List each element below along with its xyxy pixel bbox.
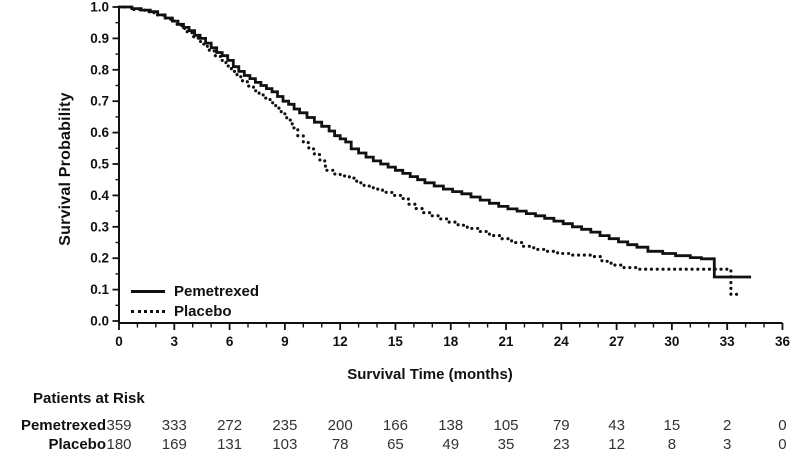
x-tick-label: 36 [775, 334, 791, 349]
risk-count: 65 [387, 436, 404, 453]
dotted-line-swatch-icon [131, 309, 165, 313]
y-tick-label: 0.9 [90, 31, 109, 46]
risk-row-label-placebo: Placebo [48, 436, 106, 453]
risk-count: 79 [552, 417, 570, 434]
solid-line-swatch-icon [131, 289, 165, 293]
risk-count: 200 [327, 417, 353, 434]
risk-count: 3 [723, 436, 732, 453]
x-tick-label: 21 [499, 334, 515, 349]
x-tick-label: 12 [333, 334, 348, 349]
risk-count: 235 [272, 417, 298, 434]
x-axis-title: Survival Time (months) [347, 366, 513, 383]
axes-lines [118, 7, 783, 324]
y-tick-label: 1.0 [90, 0, 109, 15]
y-tick-label: 0.6 [90, 125, 109, 140]
legend-item-placebo: Placebo [131, 301, 259, 321]
risk-count: 0 [778, 417, 787, 434]
risk-count: 15 [663, 417, 681, 434]
risk-count: 359 [106, 417, 132, 434]
risk-count: 0 [778, 436, 787, 453]
x-tick-label: 6 [226, 334, 234, 349]
risk-count: 35 [497, 436, 515, 453]
y-tick-label: 0.5 [90, 157, 109, 172]
risk-count: 12 [608, 436, 625, 453]
x-tick-label: 9 [281, 334, 289, 349]
x-tick-label: 30 [664, 334, 679, 349]
survival-curve-placebo [117, 5, 744, 296]
y-tick-label: 0.7 [90, 94, 109, 109]
risk-count: 23 [552, 436, 570, 453]
risk-count: 103 [272, 436, 298, 453]
y-tick-label: 0.2 [90, 251, 109, 266]
risk-count: 105 [493, 417, 519, 434]
risk-count: 166 [382, 417, 408, 434]
x-tick-label: 3 [171, 334, 179, 349]
risk-count: 49 [442, 436, 460, 453]
risk-count: 131 [217, 436, 243, 453]
y-tick-label: 0.8 [90, 62, 109, 77]
risk-count: 2 [723, 417, 732, 434]
x-tick-label: 0 [115, 334, 123, 349]
risk-count: 8 [667, 436, 677, 453]
legend: Pemetrexed Placebo [131, 281, 259, 321]
risk-count: 78 [331, 436, 349, 453]
risk-count: 333 [161, 417, 187, 434]
legend-label-placebo: Placebo [174, 302, 232, 320]
x-tick-label: 33 [720, 334, 736, 349]
risk-count: 138 [438, 417, 464, 434]
risk-count: 180 [106, 436, 132, 453]
y-tick-label: 0.3 [90, 219, 109, 234]
x-tick-label: 15 [388, 334, 404, 349]
y-tick-label: 0.0 [90, 314, 109, 329]
legend-item-pemetrexed: Pemetrexed [131, 281, 259, 301]
y-tick-label: 0.1 [90, 282, 109, 297]
risk-count: 43 [608, 417, 625, 434]
y-axis-title: Survival Probability [57, 92, 74, 246]
risk-count: 272 [217, 417, 243, 434]
survival-curve-pemetrexed [119, 5, 752, 279]
y-tick-label: 0.4 [90, 188, 109, 203]
x-tick-label: 27 [609, 334, 624, 349]
risk-table-title: Patients at Risk [33, 390, 145, 407]
legend-label-pemetrexed: Pemetrexed [174, 282, 260, 300]
x-tick-label: 18 [443, 334, 459, 349]
risk-count: 169 [161, 436, 187, 453]
x-tick-label: 24 [554, 334, 570, 349]
risk-row-label-pemetrexed: Pemetrexed [20, 417, 106, 434]
